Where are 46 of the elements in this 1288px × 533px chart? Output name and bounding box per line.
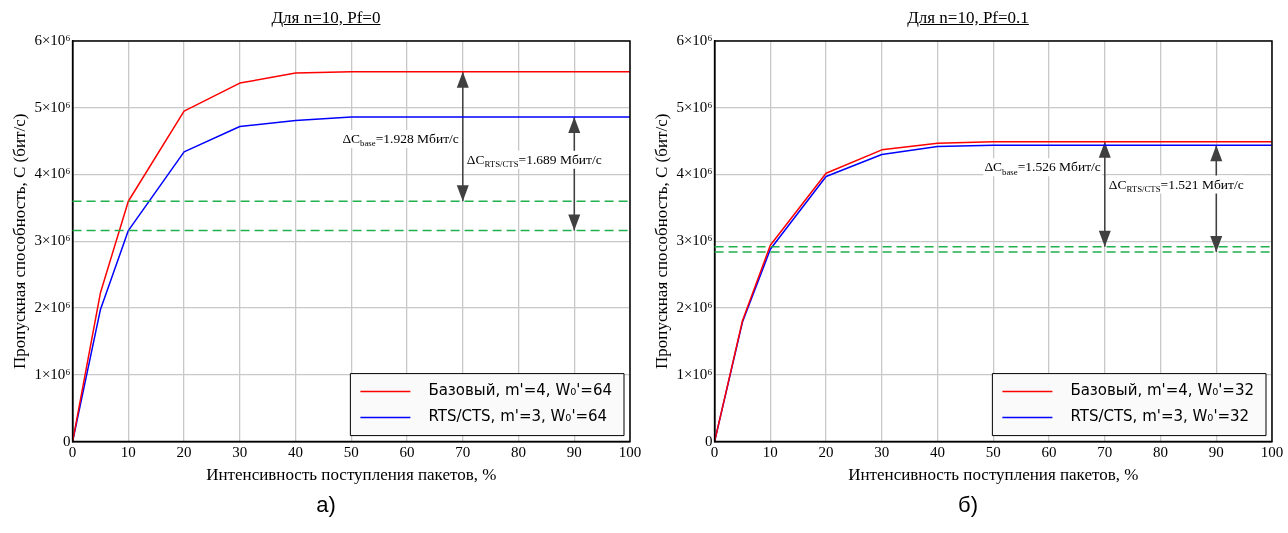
y-axis-title: Пропускная способность, С (бит/с) <box>9 113 29 369</box>
legend-label: Базовый, m'=4, W₀'=64 <box>428 381 613 400</box>
x-tick-label: 20 <box>176 443 192 460</box>
y-tick-label: 2×10⁶ <box>676 299 713 315</box>
y-axis-title: Пропускная способность, С (бит/с) <box>651 113 671 369</box>
y-tick-label: 6×10⁶ <box>34 31 71 48</box>
y-tick-label: 4×10⁶ <box>676 165 713 182</box>
y-tick-label: 5×10⁶ <box>34 98 71 115</box>
x-tick-label: 50 <box>985 443 1001 460</box>
y-tick-label: 0 <box>63 432 71 449</box>
x-axis-title: Интенсивность поступления пакетов, % <box>206 465 497 485</box>
x-tick-label: 80 <box>511 443 527 460</box>
x-tick-label: 30 <box>874 443 890 460</box>
x-tick-label: 40 <box>288 443 304 460</box>
y-tick-label: 4×10⁶ <box>34 165 71 182</box>
x-tick-label: 90 <box>566 443 582 460</box>
y-tick-label: 2×10⁶ <box>34 299 71 315</box>
x-tick-label: 80 <box>1153 443 1169 460</box>
x-tick-label: 100 <box>618 443 642 460</box>
x-tick-label: 50 <box>343 443 359 460</box>
legend-label: Базовый, m'=4, W₀'=32 <box>1070 381 1255 400</box>
x-tick-label: 90 <box>1208 443 1224 460</box>
x-tick-label: 10 <box>762 443 778 460</box>
y-tick-label: 6×10⁶ <box>676 31 713 48</box>
chart-title: Для n=10, Pf=0 <box>271 8 381 29</box>
text: б) <box>958 492 978 518</box>
chart-title: Для n=10, Pf=0.1 <box>907 8 1029 29</box>
y-tick-label: 5×10⁶ <box>676 98 713 115</box>
y-tick-label: 1×10⁶ <box>34 365 71 382</box>
text: а) <box>316 492 336 518</box>
y-tick-label: 1×10⁶ <box>676 365 713 382</box>
y-tick-label: 3×10⁶ <box>34 232 71 249</box>
legend-label: RTS/CTS, m'=3, W₀'=64 <box>428 407 608 426</box>
x-tick-label: 20 <box>818 443 834 460</box>
y-tick-label: 3×10⁶ <box>676 232 713 249</box>
x-tick-label: 70 <box>455 443 471 460</box>
x-tick-label: 30 <box>232 443 248 460</box>
x-tick-label: 100 <box>1260 443 1284 460</box>
x-tick-label: 60 <box>1041 443 1057 460</box>
x-tick-label: 10 <box>120 443 136 460</box>
x-axis-title: Интенсивность поступления пакетов, % <box>848 465 1139 485</box>
x-tick-label: 70 <box>1097 443 1113 460</box>
y-tick-label: 0 <box>705 432 713 449</box>
x-tick-label: 60 <box>399 443 415 460</box>
legend-label: RTS/CTS, m'=3, W₀'=32 <box>1070 407 1250 426</box>
x-tick-label: 40 <box>930 443 946 460</box>
